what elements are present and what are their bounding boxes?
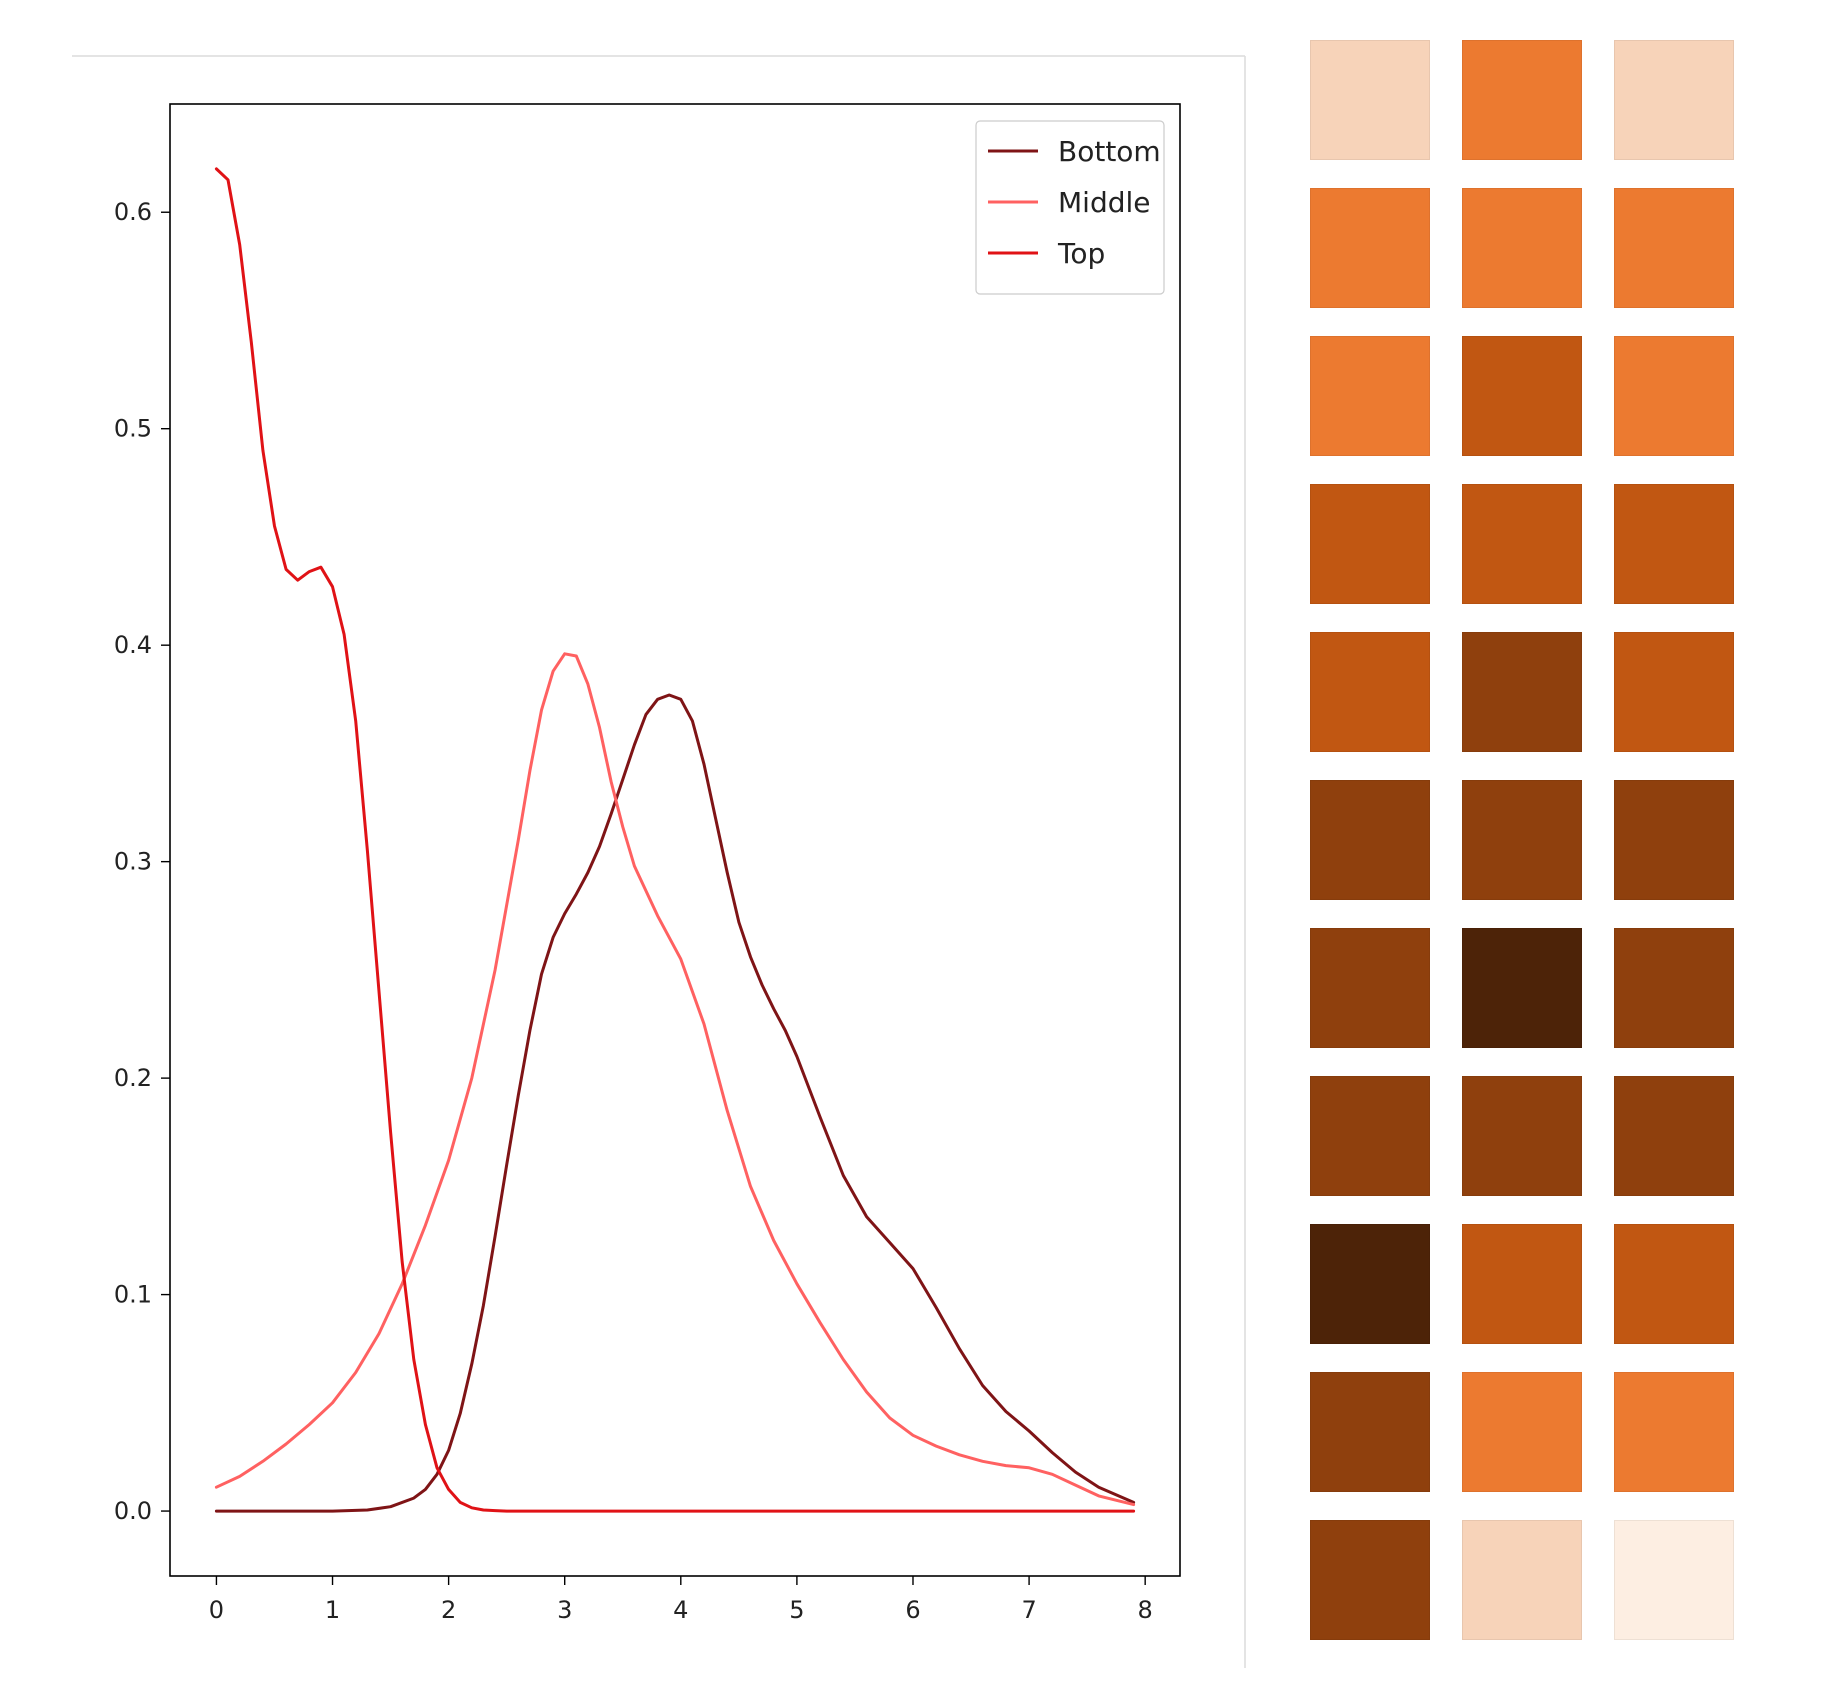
color-swatch (1462, 928, 1582, 1048)
line-chart: 0 1 2 3 4 5 6 7 8 0.0 0.1 0.2 0.3 0.4 0.5 0.6 Bottom Mid… (72, 55, 1246, 1668)
x-tick-label: 4 (673, 1596, 688, 1624)
y-tick-label: 0.0 (114, 1497, 152, 1525)
color-swatch (1462, 1372, 1582, 1492)
x-tick-label: 1 (325, 1596, 340, 1624)
x-tick-label: 0 (209, 1596, 224, 1624)
color-swatch (1614, 928, 1734, 1048)
color-swatch (1614, 1076, 1734, 1196)
legend-label-top: Top (1057, 237, 1105, 270)
color-swatch (1310, 928, 1430, 1048)
x-tick-label: 6 (905, 1596, 920, 1624)
series-line-top (214, 167, 1136, 1513)
color-swatch (1614, 780, 1734, 900)
color-swatch (1614, 40, 1734, 160)
series-line-bottom (214, 693, 1136, 1513)
legend-label-middle: Middle (1058, 186, 1151, 219)
x-tick-label: 5 (789, 1596, 804, 1624)
color-swatch (1462, 1076, 1582, 1196)
color-swatch (1310, 40, 1430, 160)
color-swatch (1614, 1520, 1734, 1640)
plot-area-frame (169, 103, 1181, 1577)
color-swatch (1614, 632, 1734, 752)
color-swatch-grid (1310, 40, 1790, 1665)
color-swatch (1310, 484, 1430, 604)
color-swatch (1310, 1520, 1430, 1640)
x-tick-label: 8 (1138, 1596, 1153, 1624)
color-swatch (1310, 1372, 1430, 1492)
y-tick-label: 0.6 (114, 198, 152, 226)
color-swatch (1310, 780, 1430, 900)
y-tick-label: 0.1 (114, 1281, 152, 1309)
legend-box (975, 120, 1165, 295)
color-swatch (1462, 632, 1582, 752)
color-swatch (1614, 484, 1734, 604)
color-swatch (1614, 188, 1734, 308)
color-swatch (1462, 1520, 1582, 1640)
color-swatch (1310, 188, 1430, 308)
color-swatch (1310, 1076, 1430, 1196)
color-swatch (1462, 40, 1582, 160)
color-swatch (1462, 1224, 1582, 1344)
y-tick-label: 0.4 (114, 631, 152, 659)
legend: Bottom Middle Top (975, 120, 1165, 295)
color-swatch (1310, 336, 1430, 456)
y-tick-label: 0.3 (114, 848, 152, 876)
color-swatch (1462, 336, 1582, 456)
y-tick-label: 0.5 (114, 415, 152, 443)
x-tick-label: 3 (557, 1596, 572, 1624)
color-swatch (1614, 1224, 1734, 1344)
color-swatch (1462, 188, 1582, 308)
color-swatch (1462, 484, 1582, 604)
x-tick-label: 2 (441, 1596, 456, 1624)
y-tick-label: 0.2 (114, 1064, 152, 1092)
color-swatch (1462, 780, 1582, 900)
color-swatch (1614, 1372, 1734, 1492)
series-line-middle (214, 652, 1136, 1507)
legend-label-bottom: Bottom (1058, 135, 1161, 168)
x-tick-label: 7 (1021, 1596, 1036, 1624)
color-swatch (1614, 336, 1734, 456)
color-swatch (1310, 1224, 1430, 1344)
color-swatch (1310, 632, 1430, 752)
